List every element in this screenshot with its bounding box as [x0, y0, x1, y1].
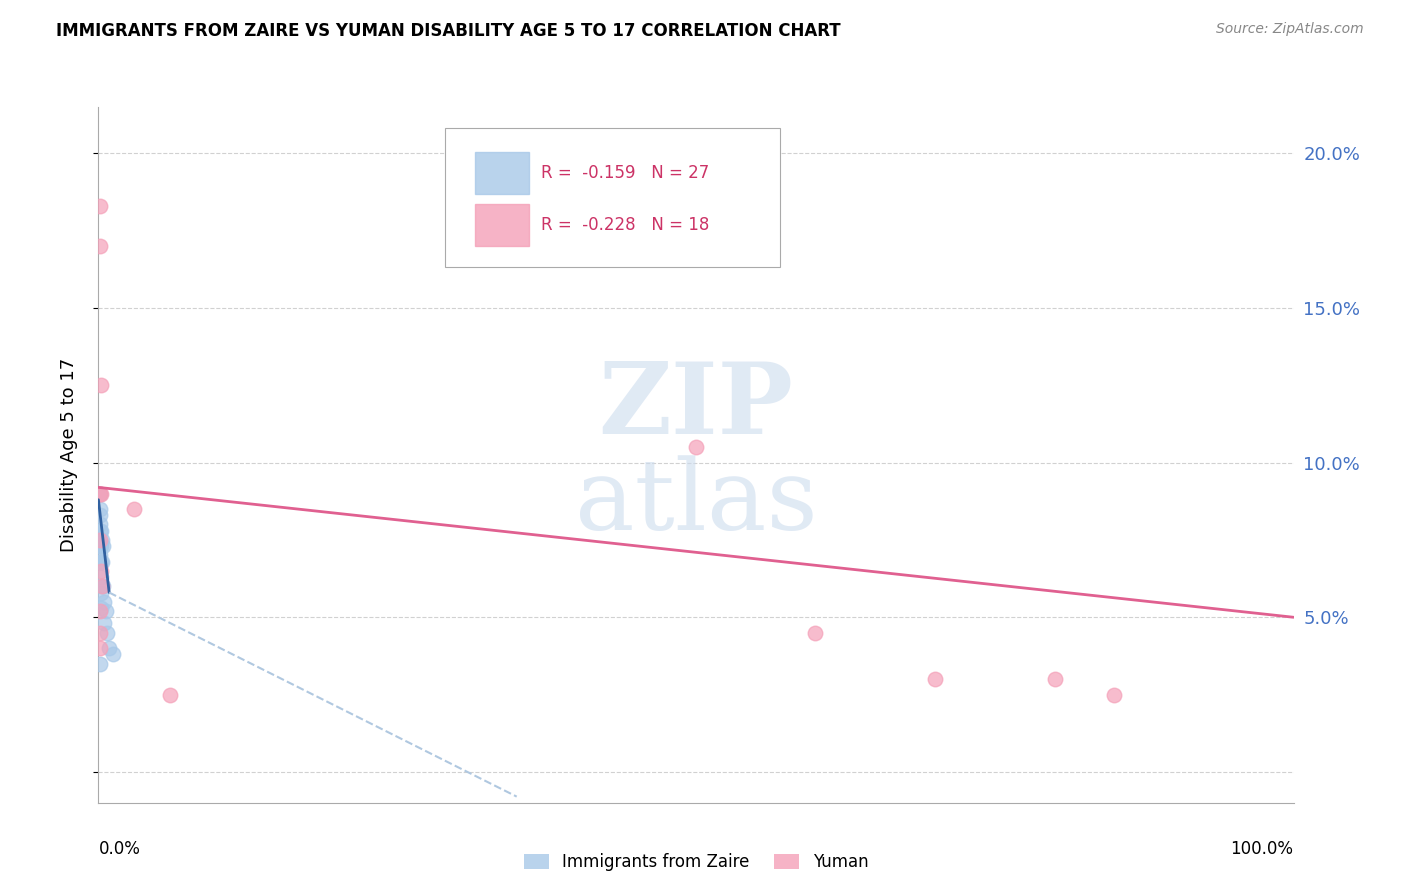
Point	[89, 524, 111, 538]
Point	[91, 579, 114, 593]
Point	[90, 539, 112, 553]
Text: atlas: atlas	[575, 455, 817, 550]
Point	[89, 625, 111, 640]
Point	[90, 378, 112, 392]
Point	[89, 239, 111, 253]
Text: R =  -0.228   N = 18: R = -0.228 N = 18	[540, 217, 709, 235]
Bar	[475, 153, 529, 194]
Point	[124, 502, 146, 516]
Text: ZIP: ZIP	[599, 358, 793, 455]
Point	[90, 601, 112, 615]
Point	[89, 533, 111, 547]
Point	[89, 604, 111, 618]
Point	[91, 533, 114, 547]
Point	[90, 486, 112, 500]
Y-axis label: Disability Age 5 to 17: Disability Age 5 to 17	[59, 358, 77, 552]
Point	[89, 517, 111, 532]
Point	[90, 585, 112, 599]
Point	[89, 555, 111, 569]
Point	[685, 440, 707, 454]
Point	[94, 604, 117, 618]
Point	[90, 570, 112, 584]
Point	[90, 555, 112, 569]
Point	[89, 641, 111, 656]
Text: R =  -0.159   N = 27: R = -0.159 N = 27	[540, 164, 709, 182]
Point	[89, 533, 111, 547]
Point	[89, 199, 111, 213]
Point	[91, 579, 114, 593]
Point	[93, 595, 115, 609]
Legend: Immigrants from Zaire, Yuman: Immigrants from Zaire, Yuman	[517, 847, 875, 878]
Text: IMMIGRANTS FROM ZAIRE VS YUMAN DISABILITY AGE 5 TO 17 CORRELATION CHART: IMMIGRANTS FROM ZAIRE VS YUMAN DISABILIT…	[56, 22, 841, 40]
Point	[101, 648, 124, 662]
Point	[91, 555, 114, 569]
Text: Source: ZipAtlas.com: Source: ZipAtlas.com	[1216, 22, 1364, 37]
Point	[91, 579, 114, 593]
Point	[89, 657, 111, 671]
Point	[90, 564, 112, 578]
Point	[90, 524, 112, 538]
Point	[89, 486, 111, 500]
Point	[96, 625, 118, 640]
Point	[804, 625, 827, 640]
Point	[89, 486, 111, 500]
Point	[159, 688, 181, 702]
Text: 0.0%: 0.0%	[98, 840, 141, 858]
Point	[91, 539, 114, 553]
Point	[98, 641, 121, 656]
Point	[89, 539, 111, 553]
Point	[89, 549, 111, 563]
FancyBboxPatch shape	[444, 128, 780, 267]
Point	[93, 616, 115, 631]
Bar	[475, 204, 529, 246]
Text: 100.0%: 100.0%	[1230, 840, 1294, 858]
Point	[1102, 688, 1125, 702]
Point	[89, 508, 111, 523]
Point	[1043, 672, 1066, 686]
Point	[924, 672, 946, 686]
Point	[89, 502, 111, 516]
